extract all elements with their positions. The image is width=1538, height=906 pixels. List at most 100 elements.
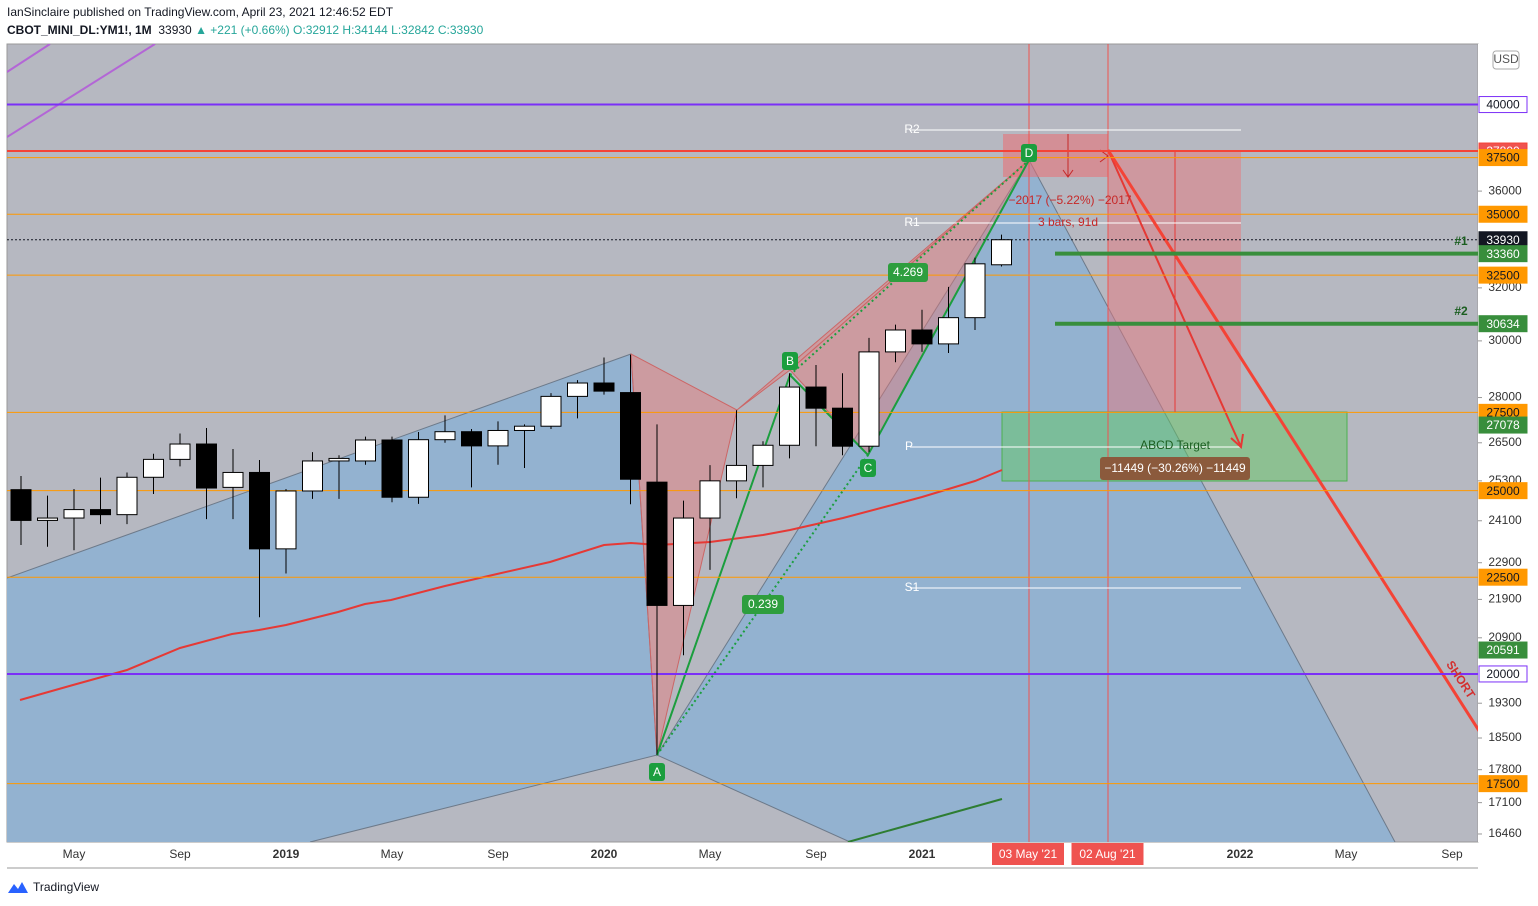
level-tag: [1478, 641, 1528, 659]
last: 33930: [158, 23, 192, 37]
currency: USD: [1493, 52, 1519, 66]
x-tick-label: Sep: [487, 847, 509, 861]
candle-body: [885, 329, 906, 353]
level-label: 32500: [1486, 268, 1520, 282]
y-tick-label: 36000: [1488, 183, 1522, 197]
change: ▲ +221 (+0.66%): [195, 23, 290, 37]
candle-body: [408, 439, 429, 498]
candle-body: [434, 431, 456, 441]
label-box: [1100, 457, 1250, 480]
candle-body: [461, 431, 482, 447]
candle-body: [328, 457, 350, 462]
risk-box: [1003, 134, 1108, 177]
candle-body: [779, 386, 800, 446]
x-tick-label: May: [699, 847, 722, 861]
y-tick-label: 24100: [1488, 513, 1522, 527]
candle-body: [858, 351, 880, 447]
candle-body: [116, 476, 138, 516]
level-label: 33360: [1486, 247, 1520, 261]
candle-body: [487, 429, 509, 447]
moving-average: [847, 798, 1003, 842]
level-tag: [1478, 482, 1528, 500]
x-tick-label: Sep: [805, 847, 827, 861]
abcd-line: [656, 454, 869, 756]
level-tag: [1478, 568, 1528, 586]
x-tick-label: May: [1335, 847, 1358, 861]
y-tick-label: 19300: [1488, 695, 1522, 709]
x-tick-label: 2019: [273, 847, 300, 861]
candle-body: [673, 517, 694, 606]
level-label: 27500: [1486, 406, 1520, 420]
candle-body: [646, 481, 668, 606]
point-box: [649, 763, 665, 781]
level-label: 37500: [1486, 151, 1520, 165]
arrow: [1106, 149, 1478, 733]
candle-body: [726, 464, 747, 482]
level-label: 27078: [1486, 418, 1520, 432]
level-tag: [1478, 96, 1528, 114]
high: H:34144: [342, 23, 388, 37]
candle-body: [143, 458, 164, 478]
price-axis: [1478, 44, 1538, 842]
point-label: D: [1025, 146, 1034, 160]
symbol: CBOT_MINI_DL:YM1!, 1M: [7, 23, 152, 37]
brand: TradingView: [8, 880, 99, 894]
level-tag: [1478, 416, 1528, 434]
level-label: 30634: [1486, 317, 1520, 331]
pattern-area: [657, 160, 1395, 842]
logo: [8, 882, 28, 893]
brand-name: TradingView: [33, 880, 99, 894]
candle-body: [911, 329, 933, 345]
x-tick-label: May: [381, 847, 404, 861]
y-tick-label: 22900: [1488, 555, 1522, 569]
y-tick-label: 17800: [1488, 762, 1522, 776]
level-tag: [1478, 315, 1528, 333]
point-label: C: [864, 461, 873, 475]
ratio-label: 0.239: [748, 597, 778, 611]
arrow: [1107, 149, 1242, 448]
measure-text: −2017 (−5.22%) −2017: [1008, 193, 1131, 207]
candle-body: [699, 480, 721, 519]
candle-body: [63, 509, 85, 519]
candle-body: [593, 382, 615, 392]
y-tick-label: 18500: [1488, 730, 1522, 744]
candle-body: [37, 517, 58, 521]
point-box: [1021, 144, 1037, 162]
date-marker-label: 03 May '21: [999, 847, 1058, 861]
symbol-line: CBOT_MINI_DL:YM1!, 1M 33930 ▲ +221 (+0.6…: [7, 23, 483, 37]
level-label: 25000: [1486, 484, 1520, 498]
low: L:32842: [391, 23, 435, 37]
candle-body: [991, 239, 1012, 266]
arrow-head: [1230, 433, 1244, 449]
trend-line: [7, 44, 156, 138]
candle-body: [964, 263, 986, 319]
candle-body: [938, 317, 959, 345]
date-marker: [1071, 843, 1144, 865]
candle-body: [540, 395, 562, 427]
x-tick-label: 2021: [909, 847, 936, 861]
level-tag: [1478, 775, 1528, 793]
point-box: [860, 459, 876, 477]
y-tick-label: 26500: [1488, 435, 1522, 449]
level-tag: [1478, 266, 1528, 284]
pivot-label: S1: [905, 580, 920, 594]
x-tick-label: 2022: [1227, 847, 1254, 861]
currency-box: [1492, 50, 1520, 70]
close: C:33930: [437, 23, 484, 37]
level-tag: [1478, 665, 1528, 683]
level-tag: [1478, 149, 1528, 167]
open: O:32912: [293, 23, 340, 37]
target-label: #2: [1454, 304, 1468, 318]
x-tick-label: Sep: [169, 847, 191, 861]
level-label: 22500: [1486, 570, 1520, 584]
x-tick-label: May: [63, 847, 86, 861]
level-label: 40000: [1486, 98, 1520, 112]
moving-average: [19, 469, 1003, 701]
target-label: #1: [1454, 234, 1468, 248]
point-box: [782, 352, 798, 370]
levels: [7, 103, 1478, 785]
level-tag: [1478, 205, 1528, 223]
axes: 3600032000300002800026500253002410022900…: [63, 96, 1528, 865]
